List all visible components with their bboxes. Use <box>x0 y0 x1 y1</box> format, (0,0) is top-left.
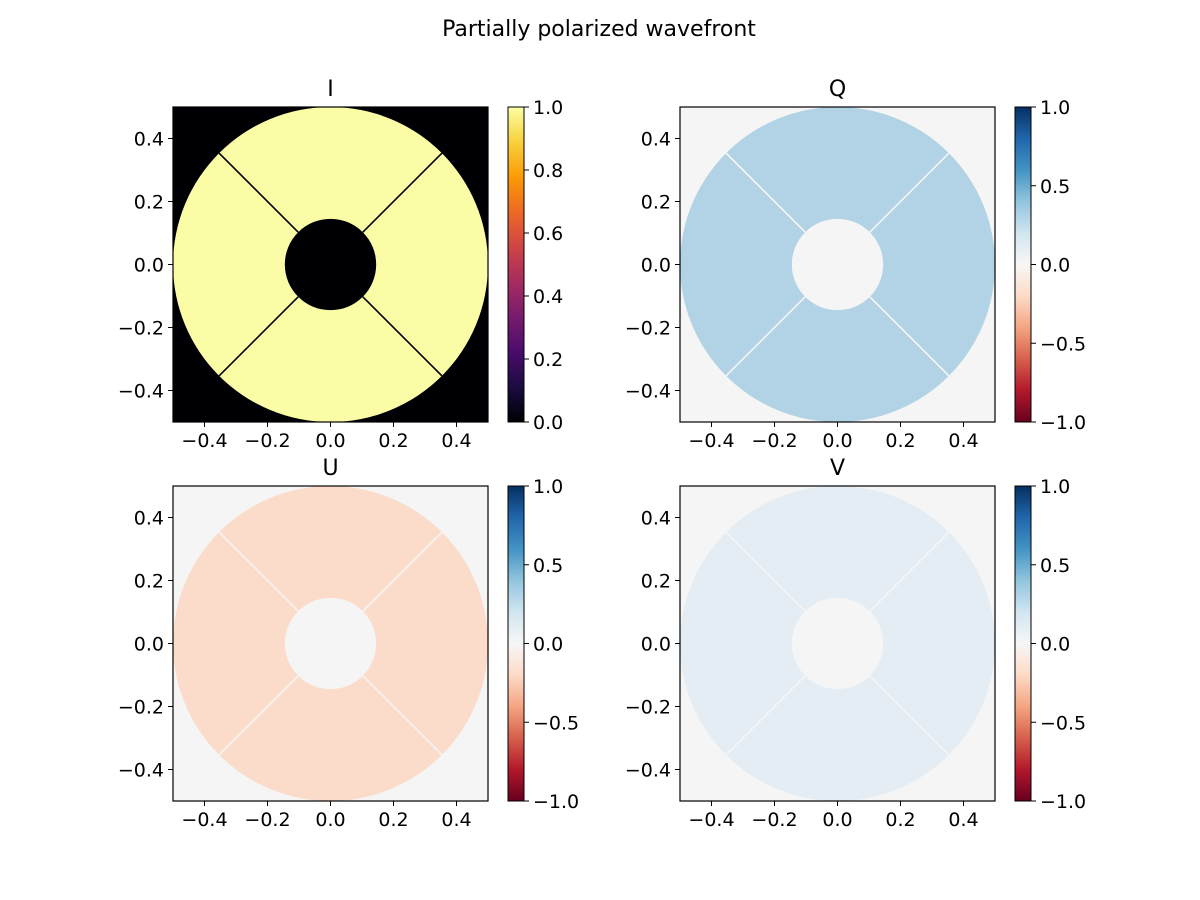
colorbar <box>1015 107 1031 422</box>
panel-title: U <box>322 456 338 481</box>
spider-vane-3 <box>725 675 806 756</box>
colorbar-tick-label: 0.0 <box>1040 255 1070 277</box>
y-tick-label: 0.0 <box>641 255 671 277</box>
spider-vane-1 <box>869 152 950 233</box>
x-tick-label: −0.2 <box>751 809 797 831</box>
colorbar-tick-label: −1.0 <box>1040 412 1086 434</box>
colorbar <box>508 107 524 422</box>
panel-title: V <box>830 456 845 481</box>
colorbar-tick-label: −1.0 <box>1040 791 1086 813</box>
colorbar-tick-label: 0.0 <box>533 634 563 656</box>
spider-vane-3 <box>725 296 806 377</box>
y-tick-label: 0.0 <box>134 634 164 656</box>
spider-vane-4 <box>869 675 950 756</box>
y-tick-label: 0.4 <box>641 508 671 530</box>
x-tick-label: −0.4 <box>688 809 734 831</box>
panel-title: I <box>327 77 334 102</box>
colorbar-tick-label: 1.0 <box>1040 476 1070 498</box>
spider-vane-4 <box>362 675 443 756</box>
x-tick-label: 0.0 <box>315 809 345 831</box>
colorbar-tick-label: 1.0 <box>1040 97 1070 119</box>
colorbar-tick-label: 1.0 <box>533 476 563 498</box>
y-tick-label: −0.2 <box>118 318 164 340</box>
spider-vane-2 <box>218 152 299 233</box>
x-tick-label: 0.0 <box>822 809 852 831</box>
y-tick-label: 0.4 <box>641 129 671 151</box>
x-tick-label: 0.4 <box>441 809 471 831</box>
y-tick-label: 0.4 <box>134 129 164 151</box>
spider-vane-2 <box>725 531 806 612</box>
spider-vane-1 <box>869 531 950 612</box>
x-tick-label: 0.4 <box>948 809 978 831</box>
y-tick-label: 0.2 <box>641 192 671 214</box>
colorbar-tick-label: −0.5 <box>1040 712 1086 734</box>
colorbar-tick-label: 0.4 <box>533 286 563 308</box>
spider-vane-1 <box>362 152 443 233</box>
spider-vane-4 <box>362 296 443 377</box>
figure-title: Partially polarized wavefront <box>442 17 756 42</box>
x-tick-label: 0.4 <box>948 430 978 452</box>
spider-vane-1 <box>362 531 443 612</box>
colorbar-tick-label: 0.5 <box>533 555 563 577</box>
x-tick-label: 0.0 <box>315 430 345 452</box>
colorbar-tick-label: 0.0 <box>1040 634 1070 656</box>
panel-i: I −0.4 −0.2 0.0 0.2 0.4 0.4 0.2 0.0 −0.2 −0.4 0.0 0.… <box>118 77 563 452</box>
colorbar-frame <box>507 106 525 423</box>
x-tick-label: 0.4 <box>441 430 471 452</box>
y-tick-label: −0.2 <box>625 318 671 340</box>
x-tick-label: −0.4 <box>181 430 227 452</box>
colorbar-tick-label: 0.6 <box>533 223 563 245</box>
spider-vane-3 <box>218 296 299 377</box>
y-tick-label: 0.2 <box>134 571 164 593</box>
colorbar-tick-label: 0.2 <box>533 349 563 371</box>
colorbar <box>1015 486 1031 801</box>
colorbar <box>508 486 524 801</box>
x-tick-label: 0.0 <box>822 430 852 452</box>
panel-u: U −0.4 −0.2 0.0 0.2 0.4 0.4 0.2 0.0 −0.2 −0.4 −1.0 −… <box>118 456 579 831</box>
x-tick-label: −0.2 <box>751 430 797 452</box>
colorbar-tick-label: −0.5 <box>533 712 579 734</box>
panel-q: Q −0.4 −0.2 0.0 0.2 0.4 0.4 0.2 0.0 −0.2 −0.4 −1.0 −… <box>625 77 1086 452</box>
colorbar-tick-label: 0.5 <box>1040 555 1070 577</box>
x-tick-label: −0.2 <box>244 430 290 452</box>
x-tick-label: 0.2 <box>378 430 408 452</box>
x-tick-label: 0.2 <box>378 809 408 831</box>
x-tick-label: 0.2 <box>885 809 915 831</box>
colorbar-tick-label: 1.0 <box>533 97 563 119</box>
x-tick-label: 0.2 <box>885 430 915 452</box>
y-tick-label: −0.2 <box>625 697 671 719</box>
x-tick-label: −0.4 <box>181 809 227 831</box>
panel-v: V −0.4 −0.2 0.0 0.2 0.4 0.4 0.2 0.0 −0.2 −0.4 −1.0 −… <box>625 456 1086 831</box>
y-tick-label: −0.4 <box>118 760 164 782</box>
y-tick-label: 0.4 <box>134 508 164 530</box>
y-tick-label: 0.0 <box>134 255 164 277</box>
colorbar-tick-label: 0.8 <box>533 160 563 182</box>
y-tick-label: −0.4 <box>625 760 671 782</box>
spider-vane-2 <box>218 531 299 612</box>
colorbar-tick-label: 0.0 <box>533 412 563 434</box>
y-tick-label: −0.4 <box>118 381 164 403</box>
spider-vane-2 <box>725 152 806 233</box>
colorbar-tick-label: −0.5 <box>1040 333 1086 355</box>
y-tick-label: 0.0 <box>641 634 671 656</box>
y-tick-label: −0.2 <box>118 697 164 719</box>
y-tick-label: 0.2 <box>641 571 671 593</box>
colorbar-tick-label: 0.5 <box>1040 176 1070 198</box>
panel-title: Q <box>829 77 846 102</box>
y-tick-label: −0.4 <box>625 381 671 403</box>
spider-vane-3 <box>218 675 299 756</box>
x-tick-label: −0.4 <box>688 430 734 452</box>
colorbar-tick-label: −1.0 <box>533 791 579 813</box>
spider-vane-4 <box>869 296 950 377</box>
y-tick-label: 0.2 <box>134 192 164 214</box>
x-tick-label: −0.2 <box>244 809 290 831</box>
